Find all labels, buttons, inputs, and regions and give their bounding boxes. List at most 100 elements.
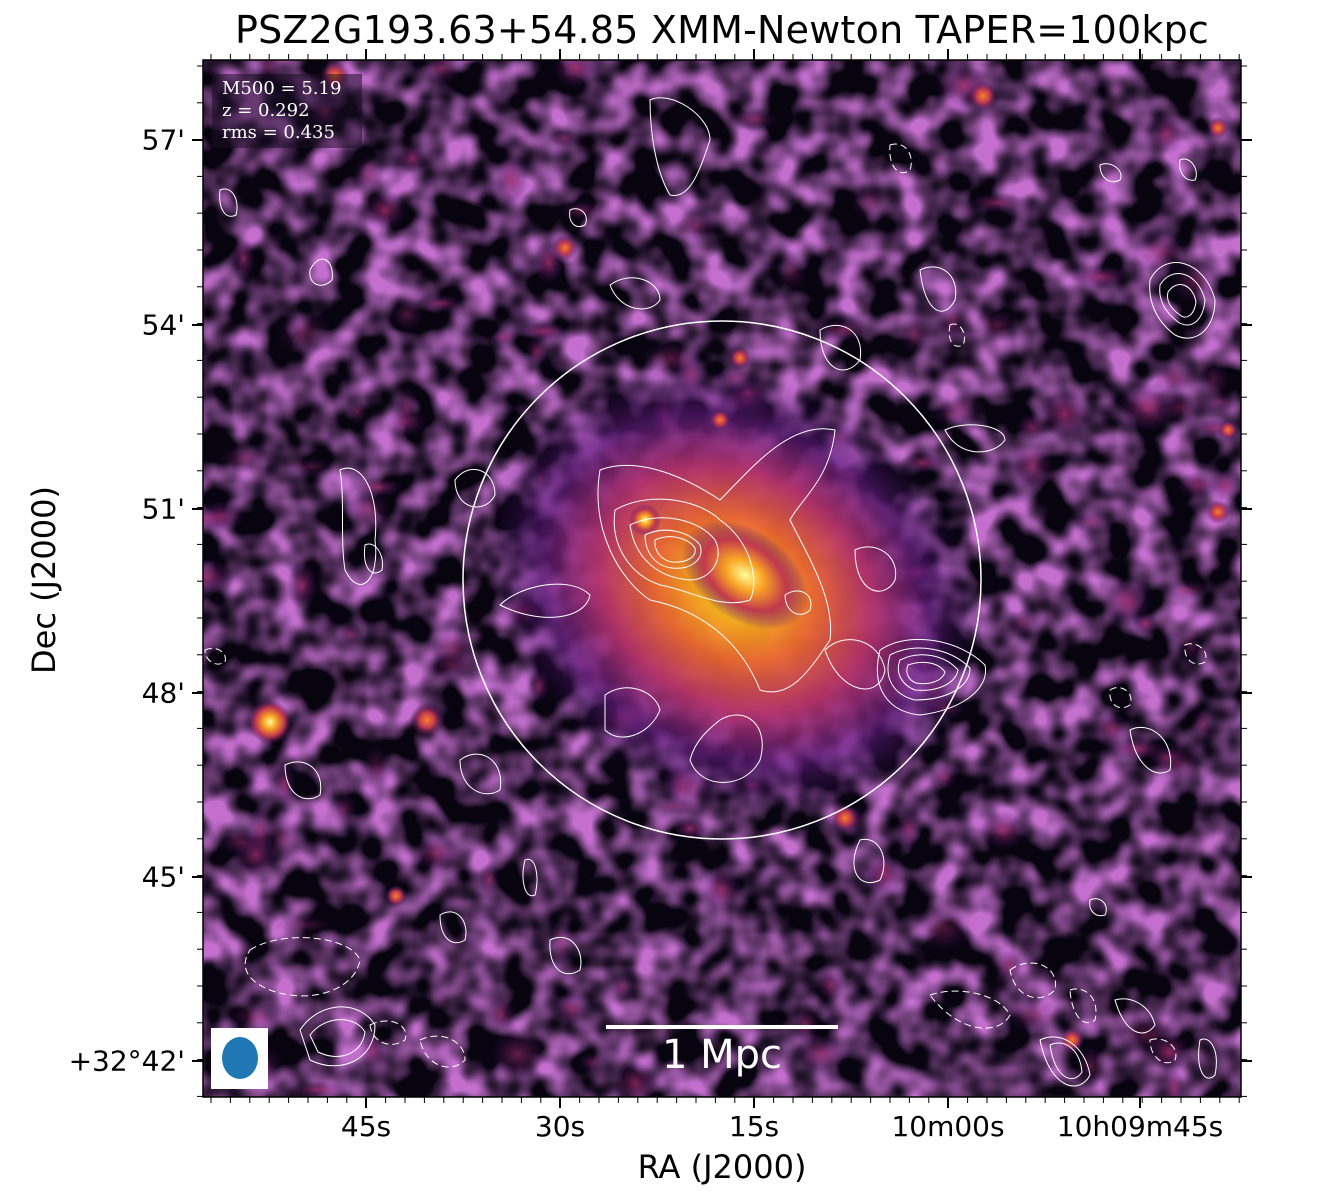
emission-blob [1116,382,1180,433]
emission-blob [344,490,392,529]
redshift-value: z = 0.292 [222,100,310,121]
emission-blob [862,852,906,895]
emission-blob [1131,228,1190,277]
emission-blob [361,743,392,793]
emission-blob [913,904,974,954]
emission-blob [494,154,529,206]
emission-blob [1072,510,1109,534]
emission-blob [1002,997,1065,1034]
point-source [1206,500,1230,524]
emission-blob [1163,579,1212,602]
emission-blob [489,328,519,346]
emission-blob [1177,471,1219,499]
point-source [410,703,444,737]
emission-blob [396,143,428,174]
emission-blob [1207,469,1241,502]
negative-contours [204,143,1207,1068]
emission-blob [611,972,634,1001]
page-title: PSZ2G193.63+54.85 XMM-Newton TAPER=100kp… [234,8,1210,52]
emission-blob [418,294,464,313]
axis-ticks [192,49,1252,1108]
emission-blob [216,443,272,473]
dec-tick-label: 54' [141,308,185,342]
emission-blob [1169,258,1219,305]
emission-blob [849,181,890,224]
emission-blob [1070,264,1131,290]
emission-blob [979,811,1028,850]
emission-blob [578,1052,608,1073]
emission-blob [1015,413,1048,442]
emission-blob [816,968,845,1003]
ra-tick-label: 10h09m45s [1056,1110,1224,1143]
emission-blob [485,995,517,1033]
emission-blob [1163,1067,1185,1097]
emission-blob [673,815,708,842]
emission-blob [286,457,335,476]
emission-blob [1038,389,1091,439]
dec-tick-label: 57' [141,123,185,157]
emission-blob [612,1060,659,1097]
ra-tick-label: 15s [728,1110,780,1143]
cluster-info: M500 = 5.19 z = 0.292 rms = 0.435 [222,78,341,144]
emission-blob [390,296,424,332]
mass-value: M500 = 5.19 [222,78,342,99]
dec-tick-label: 51' [141,492,185,526]
emission-blob [928,763,959,791]
point-source [1218,420,1238,440]
emission-blob [517,321,570,341]
dec-tick-label: 48' [141,676,185,710]
emission-blob [940,303,966,343]
emission-blob [552,60,599,89]
beam-indicator [211,1028,268,1089]
emission-blob [1196,360,1231,400]
emission-blob [1178,627,1204,665]
dec-tick-label: +32°42' [68,1044,185,1078]
scale-bar-label: 1 Mpc [661,1032,783,1078]
emission-blob [273,762,296,807]
emission-blob [701,867,742,912]
emission-blob [359,1033,386,1070]
info-box [212,74,362,148]
emission-blob [525,336,548,366]
emission-blob [203,559,237,594]
point-source [1207,117,1229,139]
point-source [709,409,731,431]
emission-blob [247,807,275,857]
ra-tick-label: 10m00s [891,1110,1005,1143]
emission-blob [775,250,808,293]
point-source [248,700,292,744]
emission-blob [346,398,369,425]
emission-blob [363,190,407,231]
emission-blob [899,314,930,355]
emission-blob [226,1002,287,1032]
emission-blob [478,863,500,897]
y-axis-label: Dec (J2000) [25,486,63,674]
point-source [729,347,751,369]
emission-blob [394,384,420,431]
emission-blob [974,308,1021,343]
emission-blob [422,60,462,85]
emission-blob [1010,440,1055,492]
point-source [385,885,407,907]
emission-blob [286,561,318,610]
emission-blob [1007,608,1041,638]
emission-blob [330,792,358,827]
dec-tick-label: 45' [141,860,185,894]
point-source [968,81,998,111]
emission-blob [274,308,335,358]
emission-blob [967,192,1028,213]
emission-blob [995,948,1023,982]
emission-blob [673,209,719,241]
emission-blob [895,808,923,851]
emission-blob [547,129,580,147]
emission-blob [1092,712,1132,747]
emission-blob [732,108,778,131]
emission-blob [1149,112,1184,156]
point-source [1060,1028,1084,1052]
emission-blob [411,836,462,871]
emission-blob [287,1081,348,1097]
point-source [552,235,578,261]
emission-blob [1150,738,1204,788]
r500-circle [462,320,982,840]
emission-blob [552,992,590,1026]
